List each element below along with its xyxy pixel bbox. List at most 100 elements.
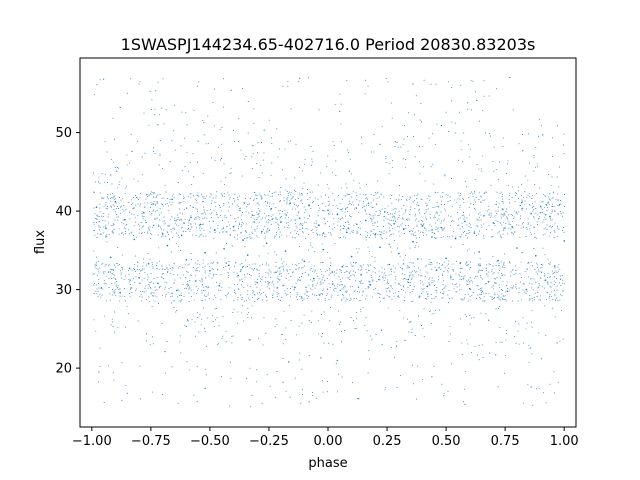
outlier-point [502, 137, 504, 139]
x-tick-label: 0.75 [491, 434, 520, 449]
outlier-point [204, 387, 206, 390]
outlier-point [125, 384, 127, 386]
outlier-point [497, 179, 499, 180]
outlier-point [338, 323, 340, 325]
data-point [346, 231, 348, 234]
outlier-point [271, 162, 273, 164]
outlier-point [112, 372, 114, 374]
dense-point-cloud [92, 140, 565, 345]
outlier-point [451, 363, 453, 365]
data-point [388, 263, 391, 266]
data-point [194, 280, 197, 282]
data-point [355, 207, 358, 209]
outlier-point [335, 174, 337, 176]
data-point [374, 233, 377, 236]
outlier-point [188, 369, 190, 371]
outlier-point [458, 159, 460, 161]
outlier-point [126, 392, 128, 394]
outlier-point [385, 78, 387, 80]
outlier-point [197, 312, 198, 314]
outlier-point [249, 367, 251, 369]
outlier-point [435, 83, 437, 85]
outlier-point [204, 368, 206, 370]
outlier-point [412, 364, 413, 366]
outlier-point [528, 361, 530, 363]
outlier-point [233, 308, 235, 310]
outlier-point [556, 342, 558, 344]
outlier-point [229, 172, 231, 174]
data-point [464, 220, 466, 223]
outlier-point [465, 371, 467, 373]
outlier-point [112, 117, 114, 119]
outlier-point [509, 77, 511, 79]
outlier-point [230, 89, 232, 91]
outlier-point [308, 401, 310, 403]
data-point [454, 237, 457, 240]
outlier-point [411, 328, 413, 330]
outlier-point [540, 125, 542, 127]
data-point [133, 238, 136, 241]
outlier-point [538, 387, 540, 389]
outlier-point [533, 170, 535, 172]
outlier-point [443, 395, 445, 397]
outlier-point [321, 333, 323, 334]
data-point [213, 229, 216, 231]
outlier-point [288, 361, 289, 363]
data-point [383, 211, 386, 213]
outlier-point [460, 84, 462, 86]
outlier-point [287, 85, 289, 87]
data-point [265, 242, 268, 245]
outlier-point [497, 386, 499, 388]
outlier-point [257, 142, 259, 144]
outlier-point [416, 398, 418, 400]
data-point [223, 248, 225, 250]
data-point [308, 204, 310, 207]
outlier-point [173, 130, 175, 132]
outlier-point [285, 390, 287, 392]
outlier-point [329, 307, 331, 308]
outlier-point [443, 392, 445, 394]
outlier-point [180, 352, 182, 354]
outlier-point [251, 317, 253, 319]
data-point [246, 254, 249, 256]
outlier-point [538, 135, 540, 137]
outlier-point [420, 121, 422, 123]
y-tick-label: 40 [55, 205, 72, 220]
data-point [417, 258, 419, 260]
outlier-point [448, 130, 450, 132]
outlier-point [276, 128, 278, 130]
outlier-point [531, 353, 533, 355]
outlier-point [144, 152, 146, 154]
data-point [100, 287, 103, 289]
outlier-point [287, 81, 289, 83]
outlier-point [557, 381, 559, 383]
outlier-point [303, 314, 305, 316]
outlier-point [155, 90, 157, 92]
outlier-point [196, 365, 198, 367]
x-tick-label: 1.00 [550, 434, 579, 449]
outlier-point [385, 157, 387, 159]
outlier-point [493, 146, 495, 148]
outlier-point [423, 79, 425, 81]
data-point [369, 284, 372, 286]
outlier-point [367, 372, 369, 374]
outlier-point [218, 146, 219, 148]
outlier-point [251, 395, 253, 397]
outlier-point [229, 405, 231, 407]
y-tick-label: 50 [55, 126, 72, 141]
outlier-point [421, 379, 423, 380]
data-point [553, 265, 556, 267]
outlier-point [111, 158, 113, 160]
outlier-point [430, 83, 432, 85]
data-point [152, 203, 154, 205]
outlier-point [478, 359, 480, 361]
outlier-point [223, 78, 225, 80]
data-point [398, 252, 400, 255]
data-point [161, 233, 164, 235]
outlier-point [358, 398, 360, 400]
outlier-point [553, 371, 555, 373]
outlier-point [548, 174, 550, 175]
outlier-point [476, 163, 478, 165]
outlier-point [247, 132, 249, 134]
data-point [487, 281, 490, 283]
